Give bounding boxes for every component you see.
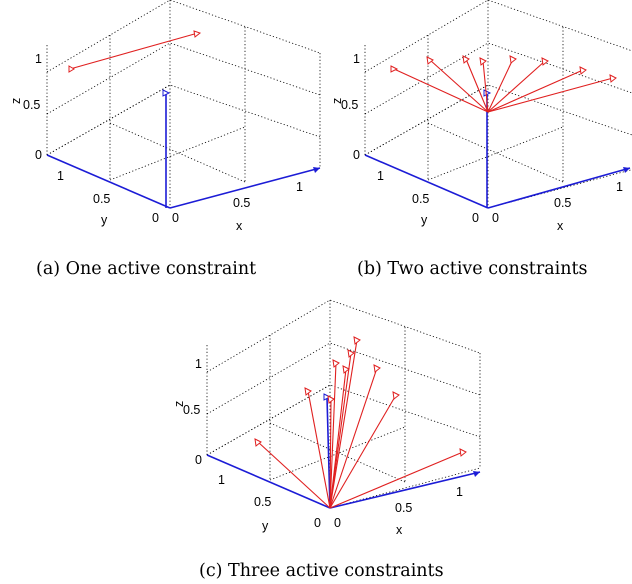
y-tick-0: 0 — [472, 211, 479, 225]
y-tick-0.5: 0.5 — [93, 192, 110, 206]
x-tick-1: 1 — [616, 180, 623, 194]
x-axis-arrowhead — [473, 471, 480, 477]
x-tick-0.5: 0.5 — [395, 501, 412, 515]
y-tick-0: 0 — [314, 516, 321, 530]
x-axis-arrowhead — [623, 167, 630, 173]
x-tick-0: 0 — [334, 516, 341, 530]
y-tick-1: 1 — [377, 169, 384, 183]
y-tick-1: 1 — [57, 169, 64, 183]
z-tick-1: 1 — [353, 52, 360, 66]
panel-b: 1 0.5 0 z 1 0.5 0 y 0 0.5 1 x (b) Two ac… — [330, 0, 632, 279]
z-tick-0.5: 0.5 — [183, 403, 200, 417]
caption-c: (c) Three active constraints — [199, 561, 444, 581]
panel-c: 1 0.5 0 z 1 0.5 0 y 0 0.5 1 x (c) Three … — [172, 299, 481, 581]
x-axis-line — [329, 471, 481, 509]
normal-vector-head — [162, 89, 171, 97]
y-tick-1: 1 — [218, 473, 225, 487]
constraint-vectors — [390, 55, 617, 113]
x-tick-1: 1 — [456, 485, 463, 499]
x-tick-1: 1 — [296, 180, 303, 194]
z-axis-label: z — [172, 401, 186, 407]
y-tick-0.5: 0.5 — [412, 192, 429, 206]
z-tick-0: 0 — [35, 148, 42, 162]
caption-a: (a) One active constraint — [36, 259, 256, 279]
caption-b: (b) Two active constraints — [357, 259, 588, 279]
constraint-vector-tail — [68, 65, 75, 73]
x-axis-arrowhead — [313, 167, 320, 173]
x-tick-0.5: 0.5 — [233, 196, 250, 210]
z-tick-0.5: 0.5 — [23, 98, 40, 112]
x-tick-0.5: 0.5 — [554, 196, 571, 210]
y-tick-0: 0 — [152, 211, 159, 225]
y-tick-0.5: 0.5 — [254, 495, 271, 509]
grid-box — [364, 0, 632, 209]
z-tick-1: 1 — [195, 357, 202, 371]
normal-vector-head — [323, 393, 332, 401]
normal-vector — [326, 396, 331, 509]
z-axis-label: z — [330, 98, 344, 104]
panel-a: 1 0.5 0 z 1 0.5 0 y 0 0.5 1 x (a) One ac… — [9, 0, 321, 279]
x-axis-label: x — [557, 219, 564, 233]
constraint-vectors — [254, 336, 467, 509]
z-tick-0: 0 — [353, 148, 360, 162]
y-axis-line — [46, 154, 171, 209]
grid-box — [206, 299, 481, 509]
z-tick-0: 0 — [195, 453, 202, 467]
x-tick-0: 0 — [492, 211, 499, 225]
y-axis-label: y — [262, 519, 269, 533]
z-axis-label: z — [9, 98, 23, 104]
x-axis-line — [487, 167, 631, 209]
y-axis-label: y — [101, 213, 108, 227]
x-axis-label: x — [396, 523, 403, 537]
x-axis-label: x — [236, 219, 243, 233]
x-axis-line — [169, 167, 321, 209]
z-tick-0.5: 0.5 — [341, 98, 358, 112]
constraint-vector-head — [193, 30, 202, 38]
grid-box — [46, 0, 321, 209]
y-axis-line — [206, 454, 331, 509]
constraint-vector — [69, 32, 199, 70]
y-axis-label: y — [421, 213, 428, 227]
y-axis-line — [364, 154, 489, 209]
z-tick-1: 1 — [35, 52, 42, 66]
x-tick-0: 0 — [172, 211, 179, 225]
